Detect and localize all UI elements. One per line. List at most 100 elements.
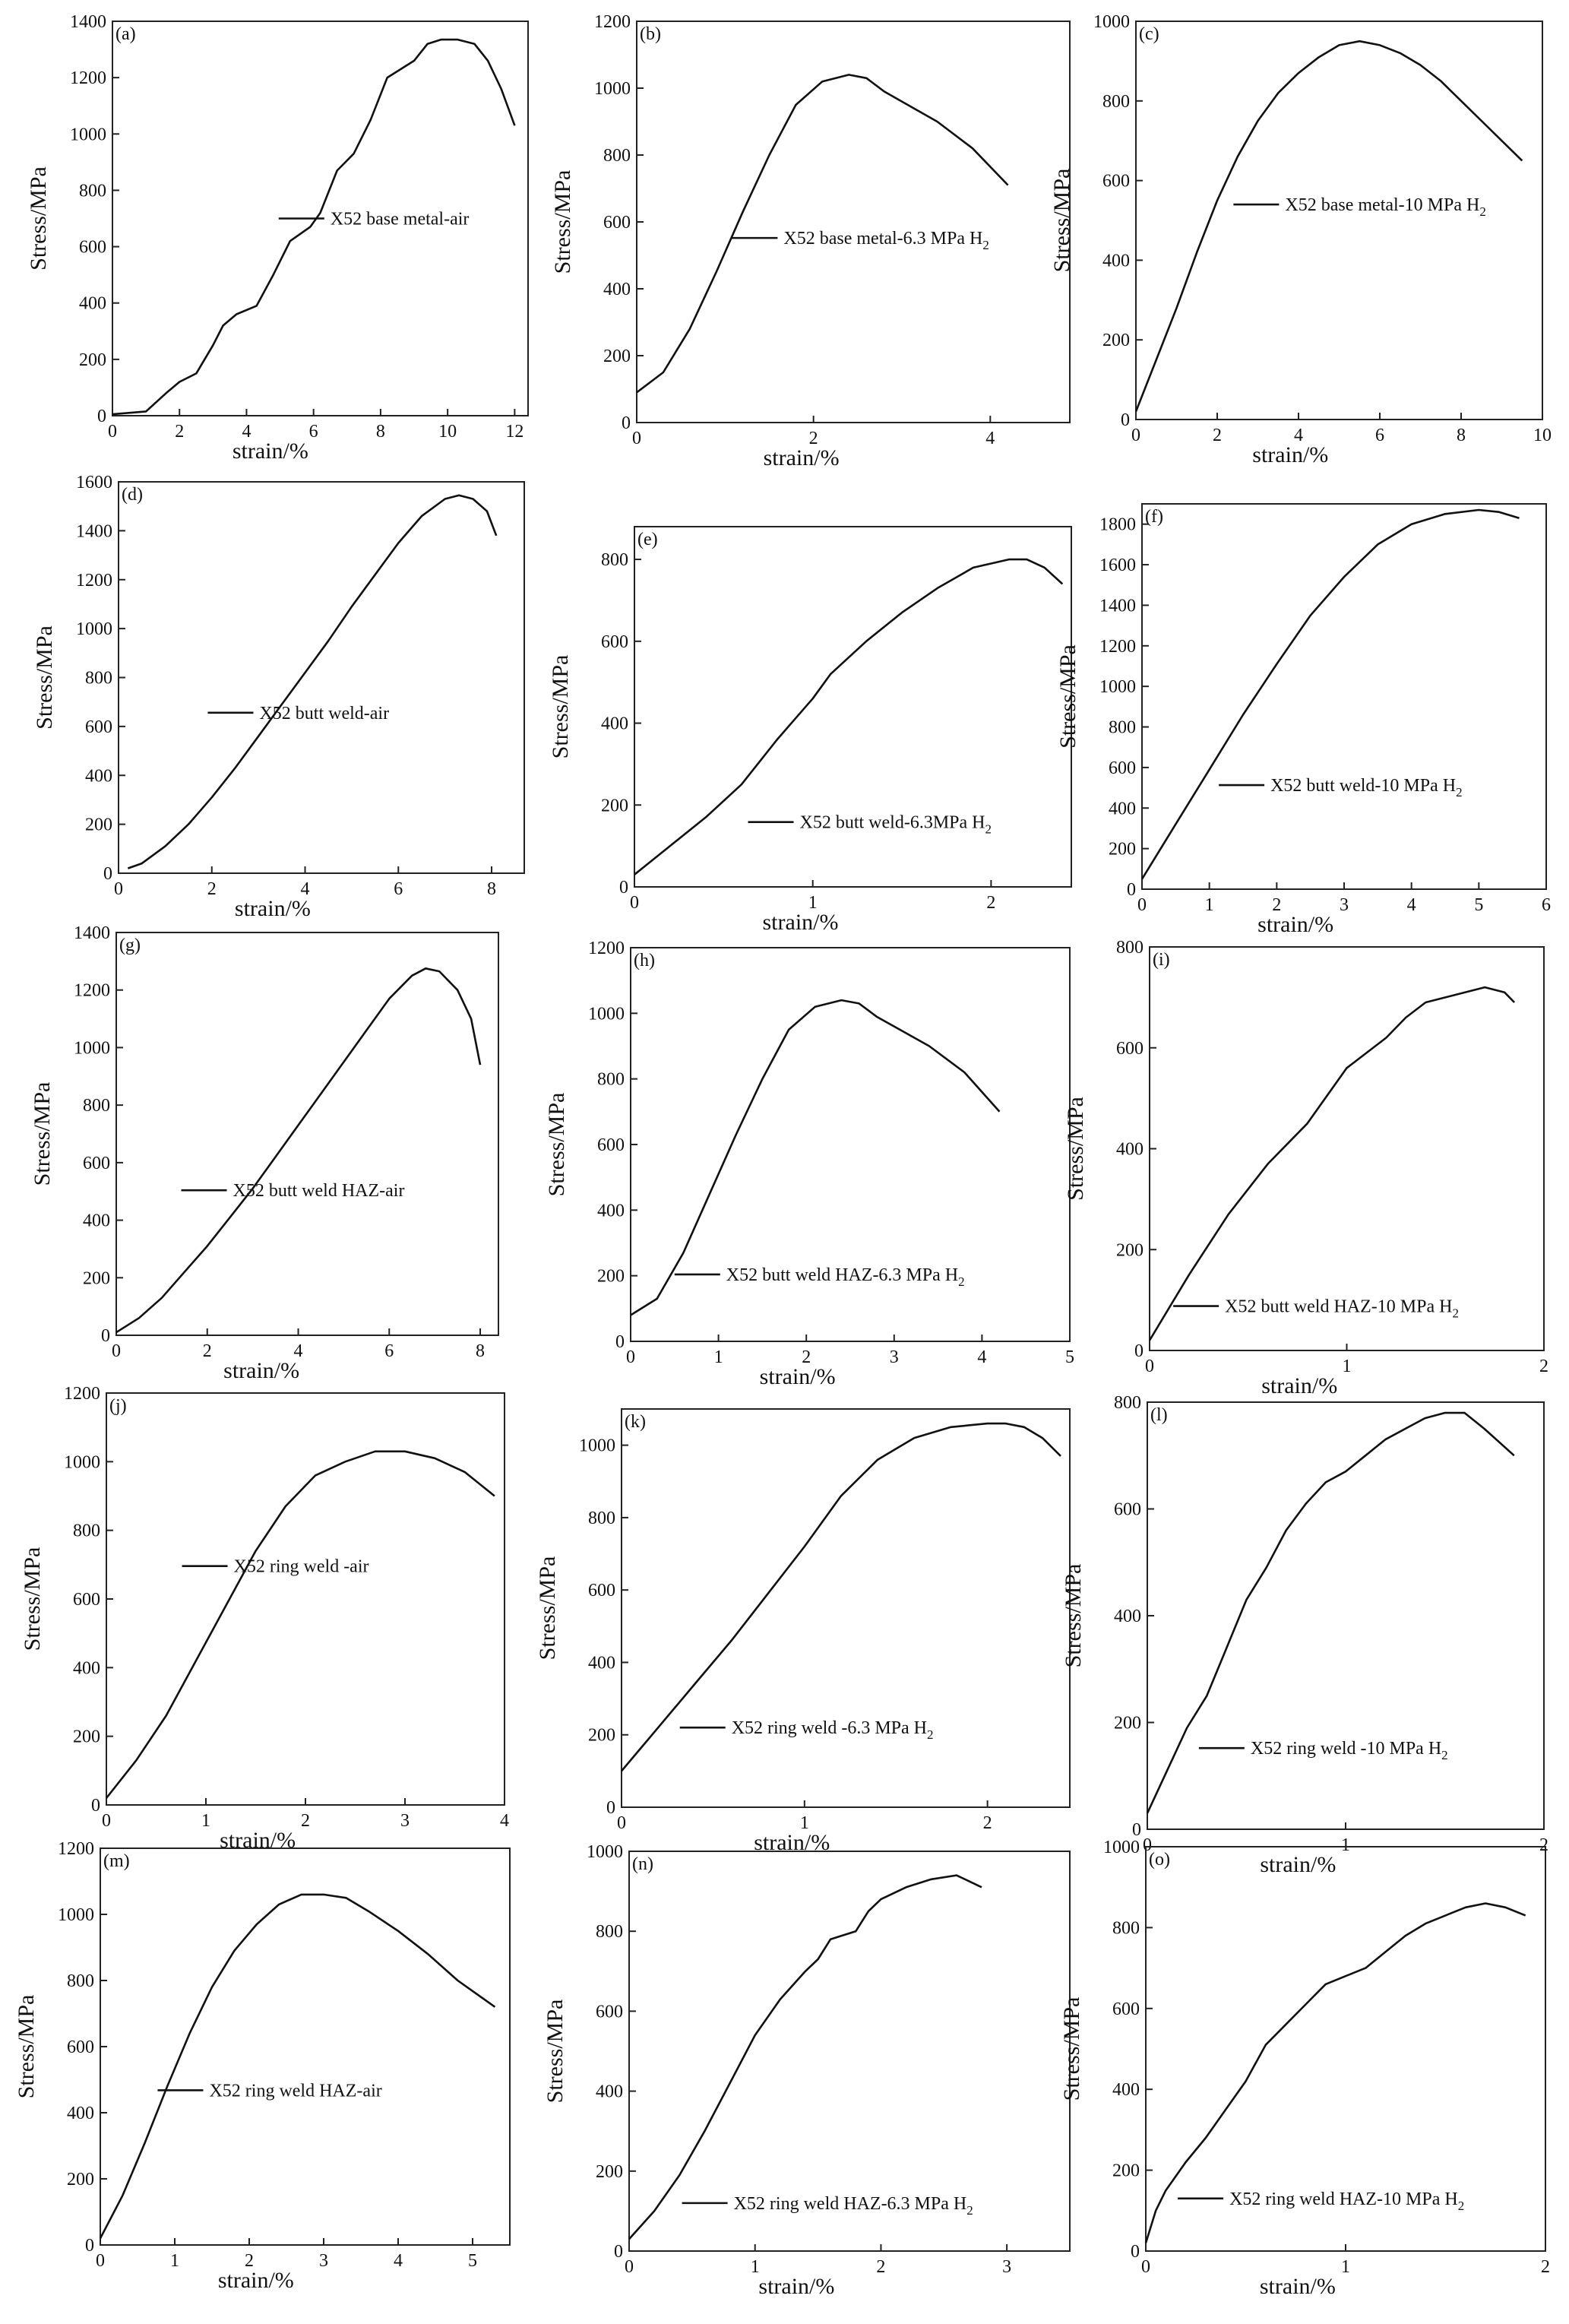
series-line (621, 1422, 1061, 1772)
legend-text: X52 base metal-6.3 MPa H2 (783, 229, 989, 252)
x-tick-label: 8 (476, 1341, 485, 1361)
x-tick-label: 8 (1457, 426, 1466, 445)
y-tick-label: 600 (1109, 758, 1136, 778)
y-axis-title: Stress/MPa (550, 170, 575, 274)
y-tick-label: 0 (101, 1326, 110, 1346)
plot-frame (628, 1851, 1071, 2252)
y-tick-label: 0 (614, 2242, 623, 2262)
x-tick-label: 2 (1539, 1835, 1548, 1855)
y-tick-label: 0 (615, 1332, 625, 1352)
y-tick-label: 1000 (587, 1842, 623, 1862)
panel-label: (e) (637, 530, 658, 549)
plot-frame (634, 526, 1072, 888)
x-tick-label: 4 (977, 1347, 986, 1367)
x-tick-label: 8 (487, 879, 496, 899)
y-tick-label: 1000 (1103, 1838, 1140, 1857)
x-tick-label: 2 (245, 2251, 254, 2271)
series-line (634, 558, 1064, 875)
legend-subscript: 2 (927, 1727, 934, 1742)
legend-text: X52 butt weld-6.3MPa H2 (800, 813, 992, 837)
y-tick-label: 200 (601, 796, 628, 815)
x-tick-label: 1 (800, 1813, 809, 1833)
y-tick-label: 800 (601, 550, 628, 570)
y-tick-label: 400 (597, 1201, 625, 1221)
x-tick-label: 1 (1205, 895, 1214, 915)
x-tick-label: 4 (394, 2251, 403, 2271)
panel-m: 0 1 2 3 4 5 0 200 400 600 800 1000 1200 strain/% Stres… (14, 1839, 511, 2293)
x-tick-label: 3 (319, 2251, 328, 2271)
y-axis-title: Stress/MPa (1063, 1097, 1088, 1201)
x-tick-label: 2 (802, 1347, 811, 1367)
x-axis-title: strain/% (758, 2274, 834, 2299)
y-tick-label: 600 (597, 1135, 625, 1155)
x-tick-label: 3 (890, 1347, 899, 1367)
legend-subscript: 2 (1452, 1306, 1459, 1321)
x-tick-label: 2 (203, 1341, 212, 1361)
legend-subscript: 2 (966, 2203, 973, 2218)
panel-label: (k) (625, 1412, 646, 1432)
x-tick-label: 2 (1539, 1357, 1548, 1376)
y-tick-label: 200 (67, 2170, 94, 2189)
plot-frame (106, 1392, 505, 1806)
plot-frame (100, 1847, 511, 2246)
panel-label: (n) (632, 1854, 653, 1874)
y-tick-label: 1000 (58, 1905, 94, 1925)
y-tick-label: 200 (597, 1267, 625, 1287)
series-line (115, 967, 482, 1334)
x-axis-title: strain/% (1260, 2274, 1336, 2299)
y-axis-title: Stress/MPa (30, 1082, 55, 1186)
x-tick-label: 0 (108, 422, 117, 442)
y-tick-label: 1400 (76, 521, 112, 541)
y-tick-label: 400 (601, 714, 628, 734)
x-tick-label: 10 (438, 422, 457, 442)
x-tick-label: 2 (301, 1811, 310, 1831)
y-tick-label: 400 (83, 1211, 110, 1231)
y-tick-label: 1000 (579, 1436, 615, 1456)
y-tick-label: 0 (1134, 1341, 1144, 1361)
x-tick-label: 0 (1145, 1357, 1154, 1376)
y-tick-label: 0 (1121, 410, 1130, 430)
legend-subscript: 2 (1458, 2199, 1465, 2213)
x-tick-label: 5 (1474, 895, 1483, 915)
y-tick-label: 0 (1127, 880, 1136, 900)
y-axis-title: Stress/MPa (32, 625, 57, 730)
series-line (628, 1874, 982, 2240)
y-tick-label: 1800 (1099, 515, 1136, 535)
legend-text: X52 butt weld-10 MPa H2 (1270, 776, 1462, 799)
x-axis-title: strain/% (1257, 912, 1333, 937)
legend-text: X52 ring weld HAZ-6.3 MPa H2 (734, 2194, 973, 2218)
y-tick-label: 1200 (74, 981, 110, 1001)
y-tick-label: 600 (67, 2037, 94, 2057)
y-tick-label: 0 (97, 407, 106, 426)
series-line (105, 1450, 495, 1799)
x-tick-label: 0 (1141, 2257, 1150, 2277)
x-tick-label: 10 (1533, 426, 1552, 445)
y-tick-label: 0 (622, 413, 631, 433)
x-tick-label: 0 (626, 1347, 635, 1367)
y-tick-label: 0 (606, 1798, 615, 1818)
x-tick-label: 5 (468, 2251, 477, 2271)
panel-label: (g) (119, 936, 141, 955)
x-tick-label: 1 (170, 2251, 179, 2271)
x-axis-title: strain/% (235, 896, 311, 921)
series-line (1134, 40, 1523, 412)
y-tick-label: 400 (588, 1653, 615, 1673)
y-axis-title: Stress/MPa (1059, 1997, 1084, 2101)
x-tick-label: 0 (625, 2257, 634, 2277)
panel-label: (l) (1150, 1405, 1168, 1425)
panel-f: 0 1 2 3 4 5 6 0 200 400 600 800 1000 1200 1400 1600 1800… (1055, 503, 1551, 937)
x-axis-title: strain/% (1261, 1373, 1337, 1398)
x-tick-label: 0 (617, 1813, 626, 1833)
y-tick-label: 400 (79, 294, 106, 314)
y-tick-label: 200 (588, 1726, 615, 1746)
legend-subscript: 2 (982, 238, 989, 252)
legend-subscript: 2 (958, 1274, 965, 1289)
y-tick-label: 1200 (70, 68, 106, 88)
panel-label: (a) (115, 24, 136, 44)
x-tick-label: 3 (1002, 2257, 1011, 2277)
series-line (127, 494, 498, 869)
plot-frame (1135, 21, 1543, 420)
y-tick-label: 800 (85, 669, 112, 689)
y-tick-label: 1000 (74, 1038, 110, 1058)
